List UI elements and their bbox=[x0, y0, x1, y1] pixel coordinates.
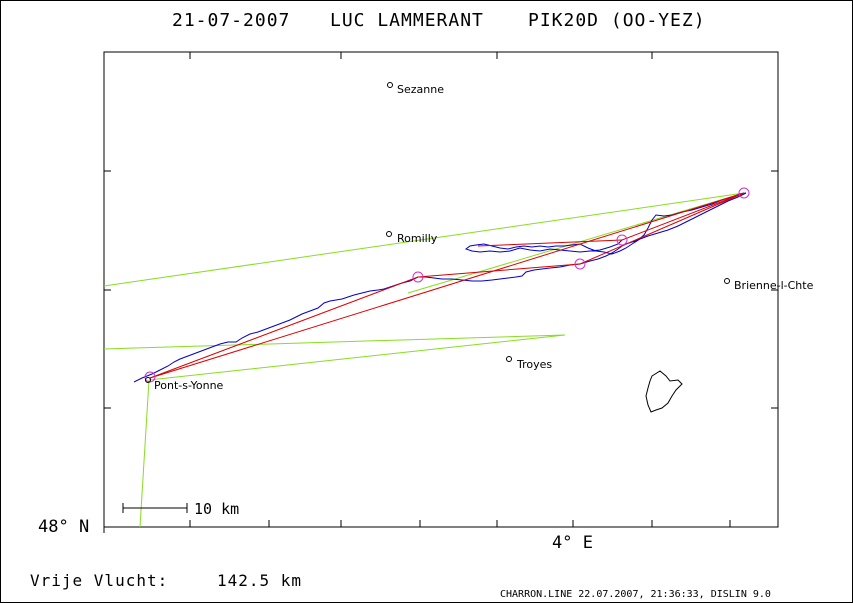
turnpoint-3 bbox=[738, 187, 750, 199]
town-label-brienne: Brienne-l-Chte bbox=[734, 279, 814, 292]
turnpoint-2 bbox=[574, 258, 586, 270]
turnpoint-4 bbox=[616, 234, 628, 246]
town-marker-pont bbox=[145, 377, 151, 383]
town-marker-sezanne bbox=[387, 82, 393, 88]
title-pilot: LUC LAMMERANT bbox=[330, 10, 484, 31]
sector-lines bbox=[103, 192, 745, 528]
town-marker-brienne bbox=[724, 278, 730, 284]
distance-label: Vrije Vlucht: bbox=[30, 571, 168, 590]
lon-label: 4° E bbox=[552, 533, 593, 553]
title-date: 21-07-2007 bbox=[172, 10, 290, 31]
town-label-pont: Pont-s-Yonne bbox=[154, 379, 224, 392]
town-label-troyes: Troyes bbox=[516, 358, 552, 371]
scale-label: 10 km bbox=[194, 500, 239, 518]
title-glider: PIK20D (OO-YEZ) bbox=[528, 10, 706, 31]
turnpoint-1 bbox=[412, 271, 424, 283]
axis-ticks bbox=[103, 52, 778, 533]
task-legs bbox=[149, 192, 745, 379]
distance-value: 142.5 km bbox=[217, 571, 302, 590]
lat-label: 48° N bbox=[38, 517, 89, 537]
town-marker-troyes bbox=[506, 356, 512, 362]
town-marker-romilly bbox=[386, 231, 392, 237]
scale-bar bbox=[122, 503, 188, 513]
town-label-romilly: Romilly bbox=[397, 232, 438, 245]
lake-outline bbox=[645, 370, 683, 413]
footer-info: CHARRON.LINE 22.07.2007, 21:36:33, DISLI… bbox=[500, 589, 771, 600]
town-label-sezanne: Sezanne bbox=[397, 83, 444, 96]
plot-area bbox=[103, 51, 779, 528]
